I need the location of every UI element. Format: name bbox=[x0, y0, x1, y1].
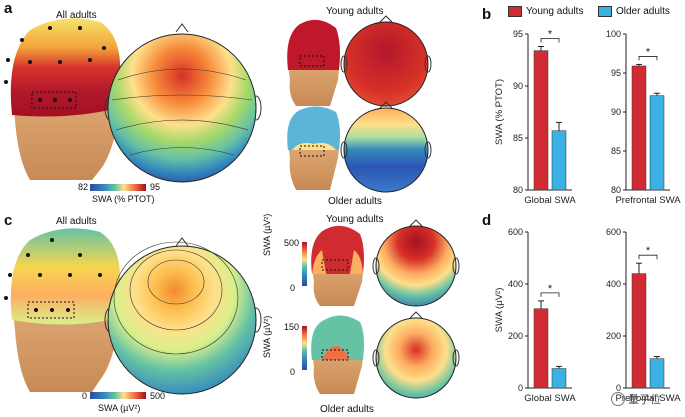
chart-0-bar-0 bbox=[533, 50, 549, 191]
a-older-adults-label: Older adults bbox=[328, 196, 382, 207]
chart-1-ytick-label-1: 85 bbox=[611, 146, 621, 156]
c-older-adults-label: Older adults bbox=[320, 404, 374, 415]
chart-3-ytick-label-1: 200 bbox=[606, 331, 621, 341]
chart-0-ytick-label-3: 95 bbox=[513, 29, 523, 39]
chart-2-xlabel: Global SWA bbox=[524, 393, 576, 404]
panel-letter-d: d bbox=[482, 212, 492, 229]
a-all-adults-label: All adults bbox=[56, 10, 97, 21]
c-older-scale-max: 150 bbox=[284, 322, 300, 332]
chart-1-ytick-label-4: 100 bbox=[606, 29, 621, 39]
chart-2-sig-bracket bbox=[540, 292, 560, 297]
chart-3-bar-0 bbox=[631, 273, 647, 389]
legend-older: Older adults bbox=[598, 6, 670, 17]
chart-2-ytick-label-3: 600 bbox=[508, 227, 523, 237]
chart-1-bar-0 bbox=[631, 65, 647, 191]
c-young-colorbar bbox=[302, 242, 307, 286]
chart-3-xlabel: Prefrontal SWA bbox=[615, 393, 681, 404]
c-head-3d bbox=[4, 228, 121, 392]
a-young-topomap bbox=[340, 15, 432, 107]
a-colorbar-label: SWA (% PTOT) bbox=[92, 194, 155, 204]
c-older-topomap bbox=[372, 311, 460, 399]
chart-1-ytick-label-0: 80 bbox=[611, 185, 621, 195]
a-colorbar bbox=[90, 184, 146, 191]
chart-3-sig-star: * bbox=[646, 245, 651, 257]
chart-1-sig-star: * bbox=[646, 46, 651, 58]
chart-0-sig-star: * bbox=[548, 28, 553, 40]
c-young-scale-max: 500 bbox=[284, 238, 300, 248]
a-head-3d bbox=[4, 18, 121, 180]
watermark-text: 量子位 bbox=[628, 394, 661, 406]
chart-0-ytick-label-0: 80 bbox=[513, 185, 523, 195]
chart-3-ytick-label-3: 600 bbox=[606, 227, 621, 237]
c-young-topomap bbox=[372, 219, 460, 307]
c-colorbar-min: 0 bbox=[82, 391, 88, 401]
c-young-adults-label: Young adults bbox=[326, 214, 384, 225]
c-colorbar-max: 500 bbox=[150, 391, 166, 401]
chart-2-ylabel: SWA (µV²) bbox=[494, 288, 505, 333]
a-colorbar-max: 95 bbox=[150, 182, 161, 192]
legend-older-label: Older adults bbox=[616, 6, 670, 17]
watermark-icon bbox=[611, 392, 625, 406]
chart-3-ytick-label-0: 0 bbox=[616, 383, 621, 393]
watermark: 量子位 bbox=[611, 391, 661, 407]
a-older-head bbox=[287, 106, 340, 190]
a-young-head bbox=[287, 19, 340, 107]
c-topomap-all bbox=[104, 237, 262, 395]
panel-letter-b: b bbox=[482, 6, 492, 23]
c-colorbar-label: SWA (µV²) bbox=[98, 403, 141, 413]
chart-2-bar-0 bbox=[533, 308, 549, 389]
a-topomap-all bbox=[104, 23, 262, 183]
chart-1-xlabel: Prefrontal SWA bbox=[615, 195, 681, 206]
chart-3-ytick-label-2: 400 bbox=[606, 279, 621, 289]
chart-1-ytick-label-2: 90 bbox=[611, 107, 621, 117]
c-older-head bbox=[311, 315, 364, 394]
chart-3-bar-1 bbox=[649, 358, 665, 389]
chart-2-ytick-label-1: 200 bbox=[508, 331, 523, 341]
chart-2-ytick-label-0: 0 bbox=[518, 383, 523, 393]
chart-0-ytick-label-2: 90 bbox=[513, 81, 523, 91]
c-colorbar bbox=[90, 392, 146, 399]
legend-young-swatch bbox=[508, 6, 522, 17]
a-older-topomap bbox=[340, 101, 432, 193]
c-young-scale-min: 0 bbox=[290, 283, 296, 293]
legend-older-swatch bbox=[598, 6, 612, 17]
chart-2-ytick-label-2: 400 bbox=[508, 279, 523, 289]
chart-0-bar-1 bbox=[551, 130, 567, 191]
chart-0-xlabel: Global SWA bbox=[524, 195, 576, 206]
c-young-head bbox=[311, 225, 364, 306]
chart-0-ylabel: SWA (% PTOT) bbox=[494, 79, 505, 145]
chart-0-sig-bracket bbox=[540, 38, 560, 43]
panel-letter-c: c bbox=[4, 212, 13, 229]
legend-young: Young adults bbox=[508, 6, 583, 17]
c-older-scale-min: 0 bbox=[290, 367, 296, 377]
chart-2-sig-star: * bbox=[548, 283, 553, 295]
chart-0-ytick-label-1: 85 bbox=[513, 133, 523, 143]
c-all-adults-label: All adults bbox=[56, 216, 97, 227]
panel-letter-a: a bbox=[4, 0, 13, 17]
chart-3-sig-bracket bbox=[638, 254, 658, 260]
chart-1-ytick-label-3: 95 bbox=[611, 68, 621, 78]
a-young-adults-label: Young adults bbox=[326, 6, 384, 17]
chart-1-sig-bracket bbox=[638, 56, 658, 61]
a-colorbar-min: 82 bbox=[78, 182, 89, 192]
chart-1-bar-1 bbox=[649, 95, 665, 191]
c-older-colorbar bbox=[302, 326, 307, 370]
chart-2-bar-1 bbox=[551, 368, 567, 389]
legend-young-label: Young adults bbox=[526, 6, 584, 17]
